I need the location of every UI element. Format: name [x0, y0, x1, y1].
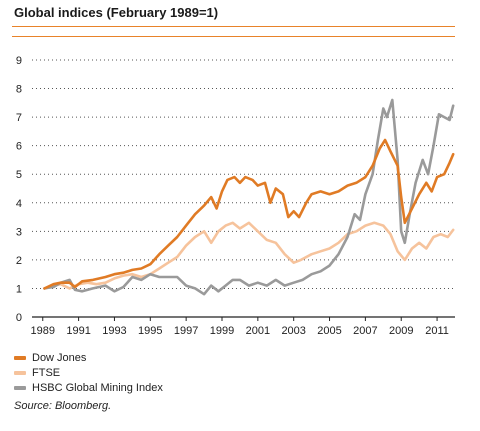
y-tick-label: 3: [16, 226, 22, 238]
x-tick-label: 2001: [246, 325, 270, 337]
y-tick-label: 0: [16, 312, 22, 324]
x-tick-label: 1999: [210, 325, 234, 337]
series-line-dow-jones: [43, 138, 455, 290]
y-tick-label: 6: [16, 141, 22, 153]
x-tick-label: 1989: [31, 325, 55, 337]
legend-swatch-dow-jones: [14, 355, 26, 360]
legend-swatch-ftse: [14, 370, 26, 375]
x-tick-label: 2009: [389, 325, 413, 337]
x-tick-label: 1991: [66, 325, 90, 337]
y-tick-label: 4: [16, 198, 22, 210]
legend-item-dow-jones: Dow Jones: [14, 350, 163, 365]
legend-item-hsbc-mining: HSBC Global Mining Index: [14, 380, 163, 395]
x-tick-label: 2003: [281, 325, 305, 337]
legend-item-ftse: FTSE: [14, 365, 163, 380]
title-rule-top: [12, 26, 455, 27]
x-tick-label: 2005: [317, 325, 341, 337]
x-tick-label: 1997: [174, 325, 198, 337]
legend-label-dow-jones: Dow Jones: [32, 351, 87, 364]
title-rule-bottom: [12, 36, 455, 37]
series-line-ftse: [43, 221, 455, 290]
y-tick-label: 9: [16, 55, 22, 67]
chart-title: Global indices (February 1989=1): [14, 5, 219, 20]
x-tick-label: 2011: [425, 325, 449, 337]
y-tick-label: 1: [16, 283, 22, 295]
x-tick-label: 2007: [353, 325, 377, 337]
line-chart: 0 1 2 3 4 5 6 7 8 9 1989 1991 1993 1995 1997 1999 2001 20…: [16, 55, 455, 337]
legend-swatch-hsbc-mining: [14, 385, 26, 390]
source-note: Source: Bloomberg.: [14, 400, 112, 412]
legend-label-ftse: FTSE: [32, 366, 61, 379]
x-tick-label: 1993: [102, 325, 126, 337]
y-tick-label: 8: [16, 84, 22, 96]
series-line-hsbc-mining: [43, 98, 455, 296]
x-tick-label: 1995: [138, 325, 162, 337]
legend-label-hsbc-mining: HSBC Global Mining Index: [32, 381, 163, 394]
chart-legend: Dow Jones FTSE HSBC Global Mining Index: [14, 350, 163, 395]
y-tick-label: 5: [16, 169, 22, 181]
y-tick-label: 2: [16, 255, 22, 267]
y-tick-label: 7: [16, 112, 22, 124]
